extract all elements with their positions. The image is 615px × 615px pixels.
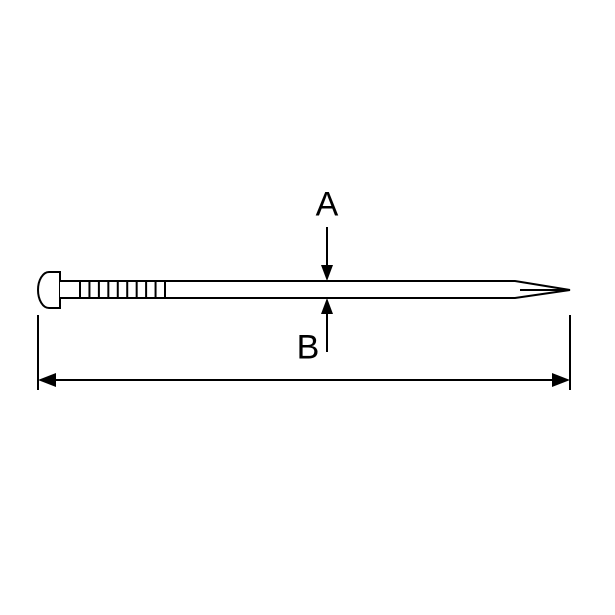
nail-drawing: [0, 0, 615, 615]
dim-b-right-arrow: [552, 373, 570, 387]
dimension-label-b: B: [297, 329, 320, 368]
dim-b-left-arrow: [38, 373, 56, 387]
dim-a-bottom-arrow: [321, 298, 333, 314]
nail-head: [38, 272, 60, 308]
dim-a-top-arrow: [321, 265, 333, 281]
diagram-canvas: A B: [0, 0, 615, 615]
dimension-label-a: A: [316, 186, 339, 225]
